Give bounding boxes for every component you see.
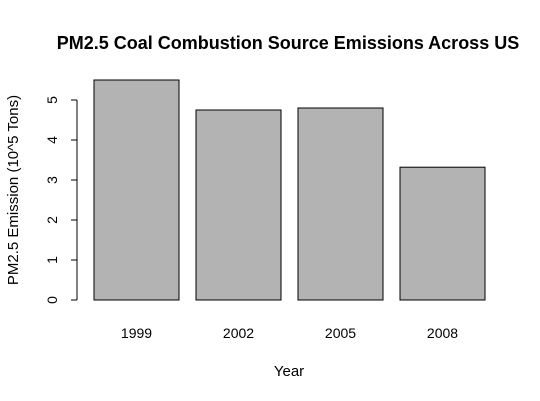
bars-group bbox=[93, 79, 486, 301]
x-tick-label: 2005 bbox=[325, 325, 356, 341]
y-tick-label: 3 bbox=[44, 176, 60, 184]
x-tick-label: 2008 bbox=[427, 325, 458, 341]
bar-2002 bbox=[195, 109, 282, 301]
chart-title: PM2.5 Coal Combustion Source Emissions A… bbox=[57, 33, 519, 53]
x-tick-label: 2002 bbox=[223, 325, 254, 341]
x-tick-label: 1999 bbox=[121, 325, 152, 341]
y-tick-label: 0 bbox=[44, 296, 60, 304]
x-tick-labels: 1999 2002 2005 2008 bbox=[121, 325, 458, 341]
bar-1999 bbox=[93, 79, 180, 301]
y-tick-label: 5 bbox=[44, 96, 60, 104]
y-tick-label: 4 bbox=[44, 136, 60, 144]
y-tick-label: 1 bbox=[44, 256, 60, 264]
bar-2005 bbox=[297, 107, 384, 301]
x-axis-label: Year bbox=[274, 363, 304, 380]
y-axis-label: PM2.5 Emission (10^5 Tons) bbox=[5, 95, 22, 285]
bar-2008 bbox=[399, 166, 486, 301]
y-tick-label: 2 bbox=[44, 216, 60, 224]
y-axis: 0 1 2 3 4 5 bbox=[44, 96, 78, 304]
